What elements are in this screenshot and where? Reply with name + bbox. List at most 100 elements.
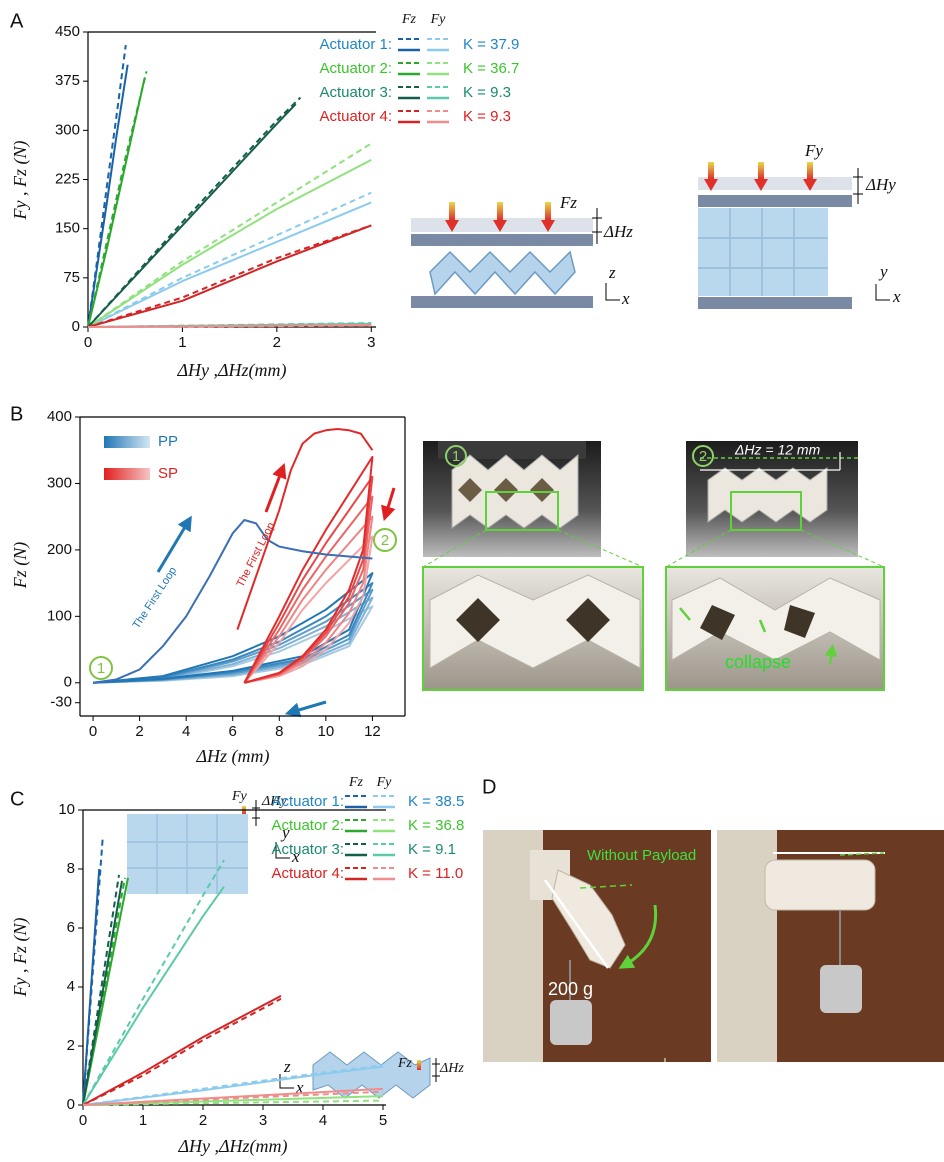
data-line (88, 202, 371, 327)
legend-label: Actuator 1: (271, 793, 344, 810)
x-axis-label: ΔHy ,ΔHz(mm) (177, 1136, 287, 1157)
y-axis-label: Fz (N) (10, 542, 31, 590)
axis-glyph: x (676, 1077, 685, 1096)
y-tick-label: 300 (55, 121, 80, 138)
data-line (88, 326, 371, 327)
state-marker-label: 2 (381, 532, 389, 549)
photo-marker-label: 1 (452, 448, 460, 465)
panel-label: A (10, 10, 24, 32)
legend-label: Actuator 4: (271, 865, 344, 882)
x-tick-label: 1 (139, 1112, 147, 1129)
photo-bending (483, 830, 711, 1072)
x-tick-label: 0 (89, 723, 97, 740)
data-line (237, 429, 372, 630)
annotation: collapse (725, 652, 791, 672)
x-tick-label: 2 (199, 1112, 207, 1129)
legend-label: Actuator 1: (319, 36, 392, 53)
legend-k: K = 11.0 (408, 865, 463, 882)
legend-label: SP (158, 465, 178, 482)
legend-label: Actuator 2: (271, 817, 344, 834)
y-tick-label: 75 (63, 269, 80, 286)
photo-state-1 (423, 441, 643, 690)
force-label: Fy (804, 141, 823, 160)
axis-glyph: x (621, 289, 630, 308)
legend-label: Actuator 2: (319, 60, 392, 77)
legend-header: Fy (430, 12, 447, 27)
legend-k: K = 9.3 (463, 84, 511, 101)
displacement-label: ΔHy (865, 175, 896, 194)
y-tick-label: 4 (67, 978, 75, 995)
x-tick-label: 0 (79, 1112, 87, 1129)
x-tick-label: 1 (178, 334, 186, 351)
panel-label: B (10, 403, 23, 425)
axis-glyph (653, 1072, 668, 1087)
axis-glyph: y (908, 1055, 918, 1074)
y-tick-label: 2 (67, 1037, 75, 1054)
legend-swatch (104, 468, 150, 480)
x-tick-label: 6 (229, 723, 237, 740)
diagram-y (698, 162, 890, 309)
axis-glyph: y (878, 262, 888, 281)
legend-swatch (104, 436, 150, 448)
legend-k: K = 36.7 (463, 60, 519, 77)
y-tick-label: 8 (67, 860, 75, 877)
data-line (93, 583, 372, 683)
x-tick-label: 4 (319, 1112, 327, 1129)
force-label: Fy (231, 789, 248, 804)
legend-header: Fz (348, 775, 364, 790)
axis-glyph (898, 1072, 913, 1087)
legend-k: K = 9.3 (463, 108, 511, 125)
y-tick-label: 225 (55, 170, 80, 187)
y-tick-label: 300 (47, 474, 72, 491)
y-axis-label: Fy , Fz (N) (10, 918, 31, 998)
x-axis-label: ΔHy ,ΔHz(mm) (176, 360, 286, 381)
x-tick-label: 4 (182, 723, 190, 740)
y-tick-label: 200 (47, 541, 72, 558)
x-tick-label: 12 (364, 723, 381, 740)
legend-label: Actuator 3: (271, 841, 344, 858)
y-tick-label: 150 (55, 220, 80, 237)
y-tick-label: 0 (64, 674, 72, 691)
x-tick-label: 0 (84, 334, 92, 351)
y-tick-label: 400 (47, 408, 72, 425)
panel-label: D (482, 776, 496, 798)
x-tick-label: 2 (135, 723, 143, 740)
force-label: Fz (559, 193, 577, 212)
x-tick-label: 10 (318, 723, 335, 740)
panel-label: C (10, 788, 24, 810)
y-tick-label: 0 (67, 1096, 75, 1113)
data-line (88, 65, 128, 327)
axis-glyph: z (283, 1057, 291, 1076)
photo-straight (717, 830, 944, 1062)
x-tick-label: 8 (275, 723, 283, 740)
axis-glyph: z (608, 263, 616, 282)
y-tick-label: 10 (58, 801, 75, 818)
annotation: The First Loop (131, 565, 180, 631)
y-tick-label: 6 (67, 919, 75, 936)
data-line (83, 837, 103, 1105)
state-marker-label: 1 (97, 660, 105, 677)
inset-y (127, 800, 290, 894)
legend-header: Fz (401, 12, 417, 27)
y-tick-label: 450 (55, 23, 80, 40)
y-tick-label: 375 (55, 72, 80, 89)
legend-k: K = 36.8 (408, 817, 464, 834)
y-tick-label: 100 (47, 607, 72, 624)
annotation: Without Payload (587, 847, 696, 864)
data-line (83, 875, 119, 1105)
axis-glyph: x (919, 1077, 928, 1096)
x-tick-label: 5 (379, 1112, 387, 1129)
x-axis-label: ΔHz (mm) (195, 746, 269, 767)
displacement-label: ΔHz (439, 1061, 464, 1076)
legend-k: K = 38.5 (408, 793, 464, 810)
y-tick-label: -30 (50, 694, 72, 711)
diagram-z (411, 202, 620, 308)
displacement-label: ΔHz (603, 222, 633, 241)
y-tick-label: 0 (72, 318, 80, 335)
figure: A B C D Fz ΔHz z x Fy ΔHy y x (0, 0, 944, 1162)
data-line (88, 160, 371, 327)
annotation: 200 g (548, 979, 593, 999)
data-line (93, 520, 372, 683)
legend-label: PP (158, 433, 178, 450)
axis-glyph: x (892, 287, 901, 306)
